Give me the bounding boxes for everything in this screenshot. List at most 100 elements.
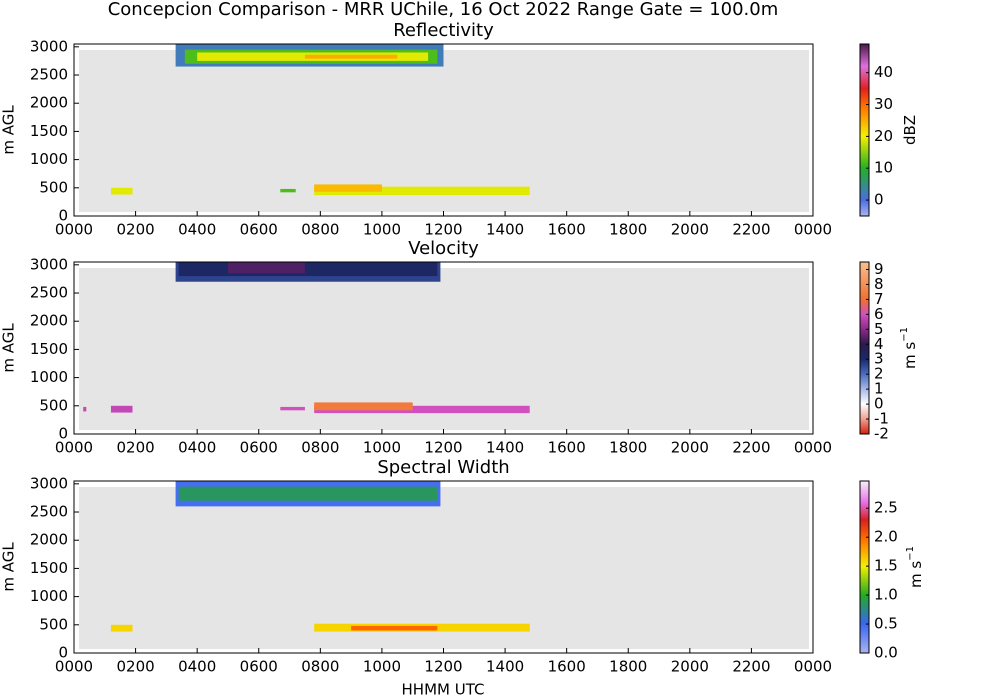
- colorbar-tick-label: 2.0: [874, 528, 898, 546]
- x-tick-label: 0600: [240, 439, 278, 457]
- figure-title: Concepcion Comparison - MRR UChile, 16 O…: [108, 0, 779, 20]
- y-tick-label: 1000: [30, 368, 68, 386]
- x-tick-label: 2200: [732, 658, 770, 676]
- x-tick-label: 1400: [486, 221, 524, 239]
- x-tick-label: 0400: [178, 658, 216, 676]
- colorbar-tick-label: 30: [874, 95, 893, 113]
- y-axis-label: m AGL: [0, 542, 18, 592]
- colorbar-tick-label: 1.5: [874, 557, 898, 575]
- x-tick-label: 1200: [424, 221, 462, 239]
- colorbar-tick-label: 2: [874, 365, 884, 383]
- x-tick-label: 0000: [794, 221, 832, 239]
- panel-title: Velocity: [408, 238, 479, 259]
- x-tick-label: 1600: [548, 658, 586, 676]
- x-tick-label: 0600: [240, 658, 278, 676]
- colorbar-label-sup: −1: [899, 327, 910, 342]
- x-tick-label: 0000: [794, 439, 832, 457]
- echo-cell: [227, 262, 305, 274]
- colorbar-tick-label: 6: [874, 305, 884, 323]
- y-tick-label: 500: [39, 178, 68, 196]
- colorbar-tick-label: -1: [874, 410, 889, 428]
- y-tick-label: 1500: [30, 340, 68, 358]
- panel-title: Reflectivity: [393, 20, 494, 41]
- echo-cell: [314, 184, 382, 192]
- x-tick-label: 0200: [116, 439, 154, 457]
- colorbar-tick-label: 0: [874, 395, 884, 413]
- colorbar-tick-label: 9: [874, 260, 884, 278]
- x-tick-label: 1000: [363, 221, 401, 239]
- x-tick-label: 0800: [301, 658, 339, 676]
- y-tick-label: 3000: [30, 255, 68, 273]
- x-tick-label: 1800: [609, 658, 647, 676]
- colorbar-tick-label: 0.5: [874, 615, 898, 633]
- panel-title: Spectral Width: [377, 457, 509, 478]
- y-axis-label: m AGL: [0, 323, 18, 373]
- y-tick-label: 2000: [30, 531, 68, 549]
- x-tick-label: 1800: [609, 439, 647, 457]
- colorbar-tick-label: 0.0: [874, 644, 898, 662]
- y-tick-label: 2000: [30, 94, 68, 112]
- echo-cell: [314, 186, 530, 196]
- colorbar-tick-label: 7: [874, 290, 884, 308]
- y-tick-label: 2500: [30, 66, 68, 84]
- x-tick-label: 0200: [116, 658, 154, 676]
- colorbar-tick-label: 4: [874, 335, 884, 353]
- x-tick-label: 2000: [671, 658, 709, 676]
- colorbar-label-base: m s: [901, 342, 919, 369]
- x-tick-label: 2200: [732, 221, 770, 239]
- x-tick-label: 1600: [548, 221, 586, 239]
- y-tick-label: 500: [39, 396, 68, 414]
- y-tick-label: 0: [58, 644, 68, 662]
- y-tick-label: 1500: [30, 559, 68, 577]
- colorbar-tick-label: 10: [874, 159, 893, 177]
- x-tick-label: 0600: [240, 221, 278, 239]
- x-tick-label: 1000: [363, 439, 401, 457]
- x-tick-label: 0400: [178, 439, 216, 457]
- echo-cell: [314, 402, 413, 411]
- y-tick-label: 500: [39, 615, 68, 633]
- y-tick-label: 1000: [30, 587, 68, 605]
- y-tick-label: 0: [58, 207, 68, 225]
- colorbar-label-base: m s: [907, 561, 925, 588]
- colorbar-label: m s−1: [899, 327, 919, 369]
- x-axis-label: HHMM UTC: [402, 681, 485, 699]
- x-tick-label: 1400: [486, 658, 524, 676]
- missing-data-area: [79, 50, 809, 212]
- x-tick-label: 2200: [732, 439, 770, 457]
- y-tick-label: 0: [58, 425, 68, 443]
- y-tick-label: 2500: [30, 284, 68, 302]
- colorbar-tick-label: 0: [874, 191, 884, 209]
- echo-cell: [178, 486, 438, 501]
- echo-cell: [110, 624, 133, 632]
- colorbar: [859, 261, 870, 435]
- x-tick-label: 1200: [424, 658, 462, 676]
- x-tick-label: 2000: [671, 439, 709, 457]
- x-tick-label: 0200: [116, 221, 154, 239]
- colorbar-tick-label: 1: [874, 380, 884, 398]
- y-tick-label: 1500: [30, 122, 68, 140]
- echo-cell: [110, 405, 133, 413]
- x-tick-label: 0000: [55, 439, 93, 457]
- echo-cell: [314, 405, 530, 414]
- colorbar-label: dBZ: [901, 115, 919, 145]
- colorbar-tick-label: -2: [874, 425, 889, 443]
- colorbar-label-sup: −1: [905, 546, 916, 561]
- x-tick-label: 0400: [178, 221, 216, 239]
- x-tick-label: 1200: [424, 439, 462, 457]
- colorbar-tick-label: 5: [874, 320, 884, 338]
- echo-cell: [280, 188, 296, 193]
- echo-cell: [304, 54, 398, 59]
- x-tick-label: 0000: [55, 221, 93, 239]
- y-tick-label: 3000: [30, 37, 68, 55]
- y-tick-label: 1000: [30, 150, 68, 168]
- x-tick-label: 0800: [301, 439, 339, 457]
- missing-data-area: [79, 487, 809, 649]
- colorbar-tick-label: 20: [874, 127, 893, 145]
- echo-cell: [178, 262, 438, 277]
- y-tick-label: 3000: [30, 474, 68, 492]
- y-axis-label: m AGL: [0, 105, 18, 155]
- colorbar-tick-label: 3: [874, 350, 884, 368]
- echo-cell: [110, 187, 133, 195]
- x-tick-label: 2000: [671, 221, 709, 239]
